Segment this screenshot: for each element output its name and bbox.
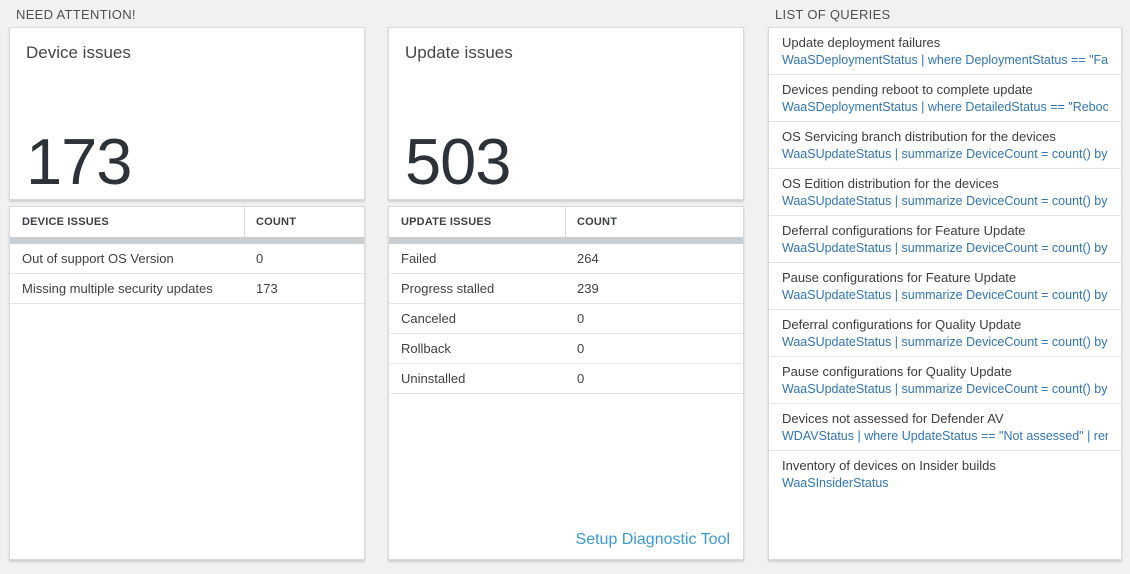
query-title: Pause configurations for Feature Update: [782, 270, 1017, 285]
query-text[interactable]: WaaSUpdateStatus | summarize DeviceCount…: [782, 288, 1108, 302]
update-issues-table: UPDATE ISSUES COUNT Failed 264 Progress …: [388, 206, 744, 560]
query-list-item[interactable]: OS Edition distribution for the devices …: [769, 169, 1121, 216]
query-text[interactable]: WaaSUpdateStatus | summarize DeviceCount…: [782, 147, 1108, 161]
horizontal-scrollbar[interactable]: [389, 237, 743, 244]
update-issues-column-header: UPDATE ISSUES: [389, 207, 566, 237]
row-count: 173: [256, 281, 278, 296]
row-label: Missing multiple security updates: [22, 281, 213, 296]
row-label: Progress stalled: [401, 281, 495, 296]
queries-list: Update deployment failures WaaSDeploymen…: [768, 27, 1122, 560]
query-title: Deferral configurations for Feature Upda…: [782, 223, 1026, 238]
list-of-queries-heading: LIST OF QUERIES: [775, 7, 891, 22]
query-list-item[interactable]: Deferral configurations for Feature Upda…: [769, 216, 1121, 263]
need-attention-heading-spacer: [388, 5, 744, 27]
row-count: 239: [577, 281, 599, 296]
update-issues-table-header: UPDATE ISSUES COUNT: [389, 207, 743, 237]
setup-diagnostic-tool-link[interactable]: Setup Diagnostic Tool: [575, 531, 730, 548]
query-title: Pause configurations for Quality Update: [782, 364, 1012, 379]
row-count: 0: [577, 311, 585, 326]
update-issues-table-footer: Setup Diagnostic Tool: [389, 531, 743, 559]
row-label: Uninstalled: [401, 371, 466, 386]
query-text[interactable]: WDAVStatus | where UpdateStatus == "Not …: [782, 429, 1108, 443]
query-title: Deferral configurations for Quality Upda…: [782, 317, 1022, 332]
need-attention-heading: NEED ATTENTION!: [16, 7, 136, 22]
query-title: OS Servicing branch distribution for the…: [782, 129, 1056, 144]
query-title: Update deployment failures: [782, 35, 941, 50]
query-list-item[interactable]: Deferral configurations for Quality Upda…: [769, 310, 1121, 357]
count-column-header: COUNT: [256, 216, 297, 228]
row-label: Out of support OS Version: [22, 251, 174, 266]
row-count: 0: [256, 251, 264, 266]
query-text[interactable]: WaaSUpdateStatus | summarize DeviceCount…: [782, 194, 1108, 208]
table-row[interactable]: Missing multiple security updates 173: [10, 274, 364, 304]
query-text[interactable]: WaaSUpdateStatus | summarize DeviceCount…: [782, 382, 1108, 396]
query-title: Inventory of devices on Insider builds: [782, 458, 996, 473]
update-issues-tile[interactable]: Update issues 503: [388, 27, 744, 200]
query-list-item[interactable]: Devices pending reboot to complete updat…: [769, 75, 1121, 122]
query-list-item[interactable]: Pause configurations for Feature Update …: [769, 263, 1121, 310]
device-issues-count: 173: [26, 124, 132, 198]
query-title: Devices not assessed for Defender AV: [782, 411, 1004, 426]
table-row[interactable]: Canceled 0: [389, 304, 743, 334]
count-column-header: COUNT: [577, 216, 618, 228]
query-list-item[interactable]: Update deployment failures WaaSDeploymen…: [769, 28, 1121, 75]
row-label: Rollback: [401, 341, 451, 356]
device-issues-column: NEED ATTENTION! Device issues 173 DEVICE…: [9, 5, 365, 560]
update-issues-tile-title: Update issues: [405, 43, 513, 62]
table-row[interactable]: Out of support OS Version 0: [10, 244, 364, 274]
query-text[interactable]: WaaSDeploymentStatus | where DeploymentS…: [782, 53, 1108, 67]
table-row[interactable]: Rollback 0: [389, 334, 743, 364]
update-issues-count: 503: [405, 124, 511, 198]
query-text[interactable]: WaaSInsiderStatus: [782, 476, 889, 490]
query-list-item[interactable]: Devices not assessed for Defender AV WDA…: [769, 404, 1121, 451]
query-title: Devices pending reboot to complete updat…: [782, 82, 1033, 97]
device-issues-table-header: DEVICE ISSUES COUNT: [10, 207, 364, 237]
row-label: Canceled: [401, 311, 456, 326]
query-title: OS Edition distribution for the devices: [782, 176, 999, 191]
update-issues-column: Update issues 503 UPDATE ISSUES COUNT Fa…: [388, 5, 744, 560]
table-row[interactable]: Progress stalled 239: [389, 274, 743, 304]
row-count: 0: [577, 371, 585, 386]
query-list-item[interactable]: Inventory of devices on Insider builds W…: [769, 451, 1121, 497]
table-row[interactable]: Uninstalled 0: [389, 364, 743, 394]
queries-column: LIST OF QUERIES Update deployment failur…: [768, 5, 1122, 560]
device-issues-tile[interactable]: Device issues 173: [9, 27, 365, 200]
device-issues-table-body: Out of support OS Version 0 Missing mult…: [10, 244, 364, 304]
query-text[interactable]: WaaSDeploymentStatus | where DetailedSta…: [782, 100, 1108, 114]
device-issues-tile-title: Device issues: [26, 43, 131, 62]
query-text[interactable]: WaaSUpdateStatus | summarize DeviceCount…: [782, 241, 1108, 255]
device-issues-table: DEVICE ISSUES COUNT Out of support OS Ve…: [9, 206, 365, 560]
update-issues-table-body: Failed 264 Progress stalled 239 Canceled…: [389, 244, 743, 394]
table-row[interactable]: Failed 264: [389, 244, 743, 274]
row-count: 264: [577, 251, 599, 266]
device-issues-column-header: DEVICE ISSUES: [10, 207, 245, 237]
horizontal-scrollbar[interactable]: [10, 237, 364, 244]
query-list-item[interactable]: Pause configurations for Quality Update …: [769, 357, 1121, 404]
query-text[interactable]: WaaSUpdateStatus | summarize DeviceCount…: [782, 335, 1108, 349]
row-count: 0: [577, 341, 585, 356]
row-label: Failed: [401, 251, 437, 266]
query-list-item[interactable]: OS Servicing branch distribution for the…: [769, 122, 1121, 169]
